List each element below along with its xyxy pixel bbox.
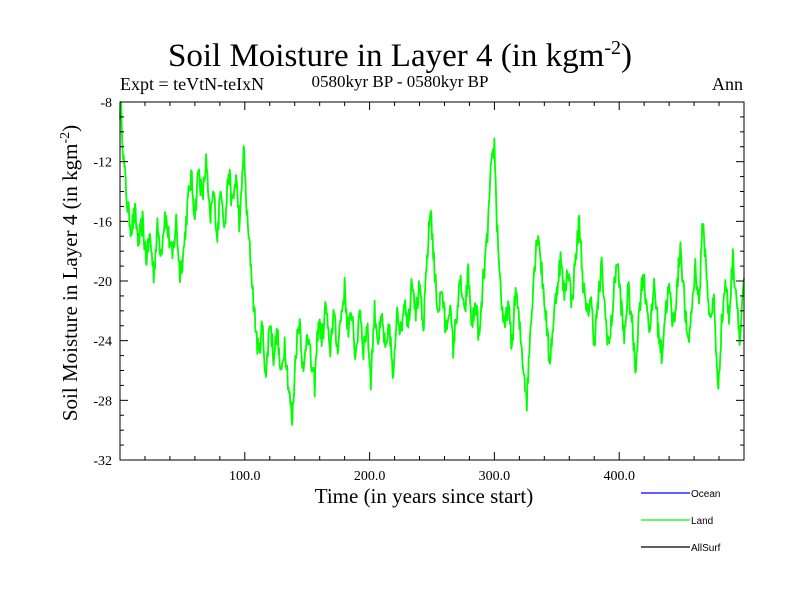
y-tick-label: -12 [93,156,112,171]
chart-title-superscript: -2 [604,37,621,59]
x-tick-label: 400.0 [603,469,635,484]
y-tick-label: -8 [100,96,112,111]
y-axis-title: Soil Moisture in Layer 4 (in kgm-2) [58,125,82,421]
y-tick-label: -24 [93,335,112,350]
legend-label-allsurf: AllSurf [691,543,721,554]
experiment-label: Expt = teVtN-teIxN [120,74,265,94]
x-tick-label: 200.0 [354,469,386,484]
x-tick-label: 100.0 [229,469,261,484]
chart-subtitle: 0580kyr BP - 0580kyr BP [311,72,489,91]
y-tick-label: -28 [93,394,112,409]
plot-frame [119,101,745,461]
y-tick-label: -32 [93,454,112,469]
y-tick-label: -16 [93,215,112,230]
x-axis-title: Time (in years since start) [315,484,534,508]
season-label: Ann [712,74,743,94]
y-tick-label: -20 [93,275,112,290]
x-tick-label: 300.0 [479,469,511,484]
legend-label-ocean: Ocean [691,489,720,500]
legend-label-land: Land [691,516,713,527]
land-series-line [119,101,745,426]
chart-title: Soil Moisture in Layer 4 (in kgm-2) [168,37,632,74]
